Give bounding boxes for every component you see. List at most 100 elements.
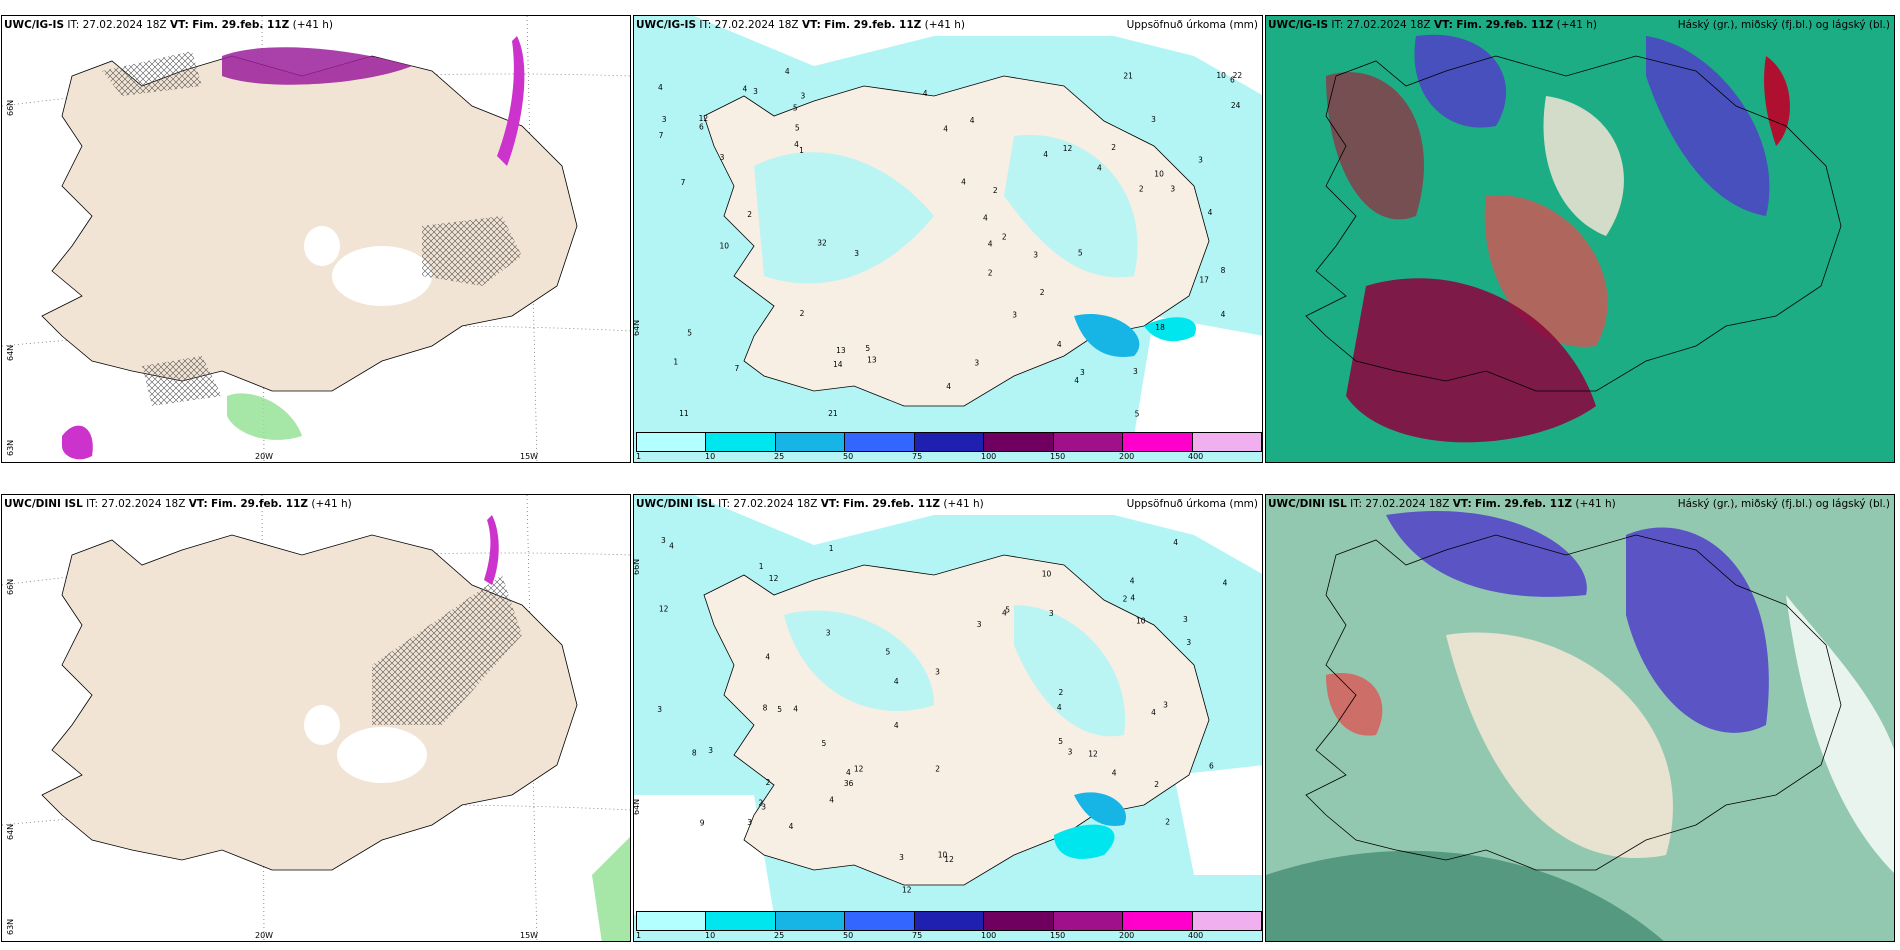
precip-value: 1 [759, 562, 764, 571]
precip-value: 5 [822, 739, 827, 748]
precip-value: 21 [1123, 72, 1133, 81]
precip-value: 3 [899, 853, 904, 862]
precip-value: 8 [1221, 266, 1226, 275]
precip-value: 4 [846, 768, 851, 777]
precip-value: 8 [692, 749, 697, 758]
precip-value: 4 [785, 67, 790, 76]
wind-map [2, 495, 630, 941]
lon-label: 15W [520, 452, 539, 461]
precip-value: 2 [935, 764, 940, 773]
precip-value: 3 [720, 153, 725, 162]
precip-value: 12 [769, 574, 779, 583]
precip-value: 21 [828, 409, 838, 418]
precip-value: 2 [1059, 688, 1064, 697]
precip-value: 12 [699, 114, 709, 123]
precip-value: 7 [659, 131, 664, 140]
precip-value: 10 [1042, 570, 1052, 579]
wind-map [2, 16, 630, 462]
precip-value: 1 [799, 146, 804, 155]
map-panel-precip-bottom: 9 3 5 4 2 2 1 2 3 4 4 3 4 4 4 5 4 4 4 3 3 2 2 3 4 3 8 5 4 3 4 4 5 12 12 3 4 4… [633, 494, 1263, 942]
precip-value: 10 [1216, 71, 1226, 80]
precip-value: 3 [662, 115, 667, 124]
precip-value: 3 [1186, 638, 1191, 647]
iceland-outline [1305, 55, 1842, 392]
precip-map: 9354221234434445444332234385434451212344… [634, 495, 1262, 941]
panel-title: Uppsöfnuð úrkoma (mm) [1126, 19, 1258, 31]
lat-label: 64N [6, 344, 15, 361]
precip-value: 4 [1151, 708, 1156, 717]
precip-value: 2 [766, 778, 771, 787]
precip-value: 5 [1135, 410, 1140, 419]
precip-value: 3 [977, 620, 982, 629]
precip-map: 4432332212223434543543324546543342310127… [634, 16, 1262, 462]
precip-value: 3 [747, 818, 752, 827]
precip-value: 13 [867, 356, 877, 365]
precip-value: 1 [829, 544, 834, 553]
precip-value: 2 [1002, 232, 1007, 241]
precip-value: 4 [1112, 768, 1117, 777]
precip-value: 24 [1231, 101, 1241, 110]
lat-label: 64N [633, 319, 641, 336]
precip-value: 3 [708, 746, 713, 755]
precip-value-labels: 9354221234434445444332234385434451212344… [657, 536, 1227, 894]
cloud-map [1266, 495, 1894, 941]
precip-value: 4 [988, 240, 993, 249]
precip-value: 12 [902, 885, 912, 894]
precip-value: 2 [1154, 780, 1159, 789]
precip-value: 14 [833, 360, 843, 369]
precip-value: 5 [1005, 605, 1010, 614]
precip-value: 3 [854, 249, 859, 258]
precip-value: 4 [894, 677, 899, 686]
precip-value: 7 [735, 364, 740, 373]
precip-value: 4 [793, 705, 798, 714]
panel-title: Uppsöfnuð úrkoma (mm) [1126, 498, 1258, 510]
precip-value: 2 [747, 210, 752, 219]
map-panel-clouds-top: UWC/IG-IS IT: 27.02.2024 18Z VT: Fim. 29… [1265, 15, 1895, 463]
precip-value: 4 [743, 84, 748, 93]
precip-value: 3 [935, 668, 940, 677]
precip-value: 3 [801, 92, 806, 101]
precip-value: 3 [661, 536, 666, 545]
precip-value: 5 [793, 103, 798, 112]
map-panel-precip-top: 4 4 3 2 3 3 2 2 1 2 2 2 3 4 3 4 5 4 3 5 4 3 3 2 4 5 4 6 5 4 3 3 4 2 3 10 12 7… [633, 15, 1263, 463]
precip-value: 4 [1002, 609, 1007, 618]
precip-value: 4 [829, 795, 834, 804]
precip-value: 4 [1130, 593, 1135, 602]
precip-value: 5 [865, 344, 870, 353]
precip-value: 2 [758, 799, 763, 808]
precip-value: 2 [1139, 185, 1144, 194]
precip-value: 3 [1033, 250, 1038, 259]
precip-value: 1 [673, 357, 678, 366]
panel-header: UWC/IG-IS IT: 27.02.2024 18Z VT: Fim. 29… [4, 19, 333, 31]
precip-value: 12 [944, 855, 954, 864]
precip-value: 3 [761, 802, 766, 811]
lon-label: 20W [255, 931, 274, 940]
precip-value: 6 [1209, 762, 1214, 771]
precip-value: 6 [1230, 76, 1235, 85]
precip-value: 4 [765, 653, 770, 662]
lon-label: 20W [255, 452, 274, 461]
precip-value: 4 [943, 124, 948, 133]
precip-value: 2 [800, 309, 805, 318]
lat-label: 63N [6, 918, 15, 935]
precip-value: 10 [1154, 169, 1164, 178]
precip-value: 18 [1155, 323, 1165, 332]
precip-value: 4 [961, 177, 966, 186]
precip-value: 4 [894, 721, 899, 730]
precip-value: 3 [974, 359, 979, 368]
precip-value: 4 [946, 382, 951, 391]
precip-value: 4 [658, 83, 663, 92]
precip-value: 4 [794, 140, 799, 149]
precip-value: 3 [1080, 368, 1085, 377]
precip-value: 4 [1130, 576, 1135, 585]
precip-value: 4 [1173, 538, 1178, 547]
precip-value: 10 [1136, 617, 1146, 626]
precip-value: 11 [679, 409, 689, 418]
precip-value: 2 [1111, 143, 1116, 152]
precip-value: 10 [938, 851, 948, 860]
panel-title: Háský (gr.), miðský (fj.bl.) og lágský (… [1677, 498, 1890, 510]
precip-value: 4 [1057, 703, 1062, 712]
precip-value: 12 [1088, 750, 1098, 759]
precip-value: 9 [700, 818, 705, 827]
precip-value: 5 [1078, 249, 1083, 258]
